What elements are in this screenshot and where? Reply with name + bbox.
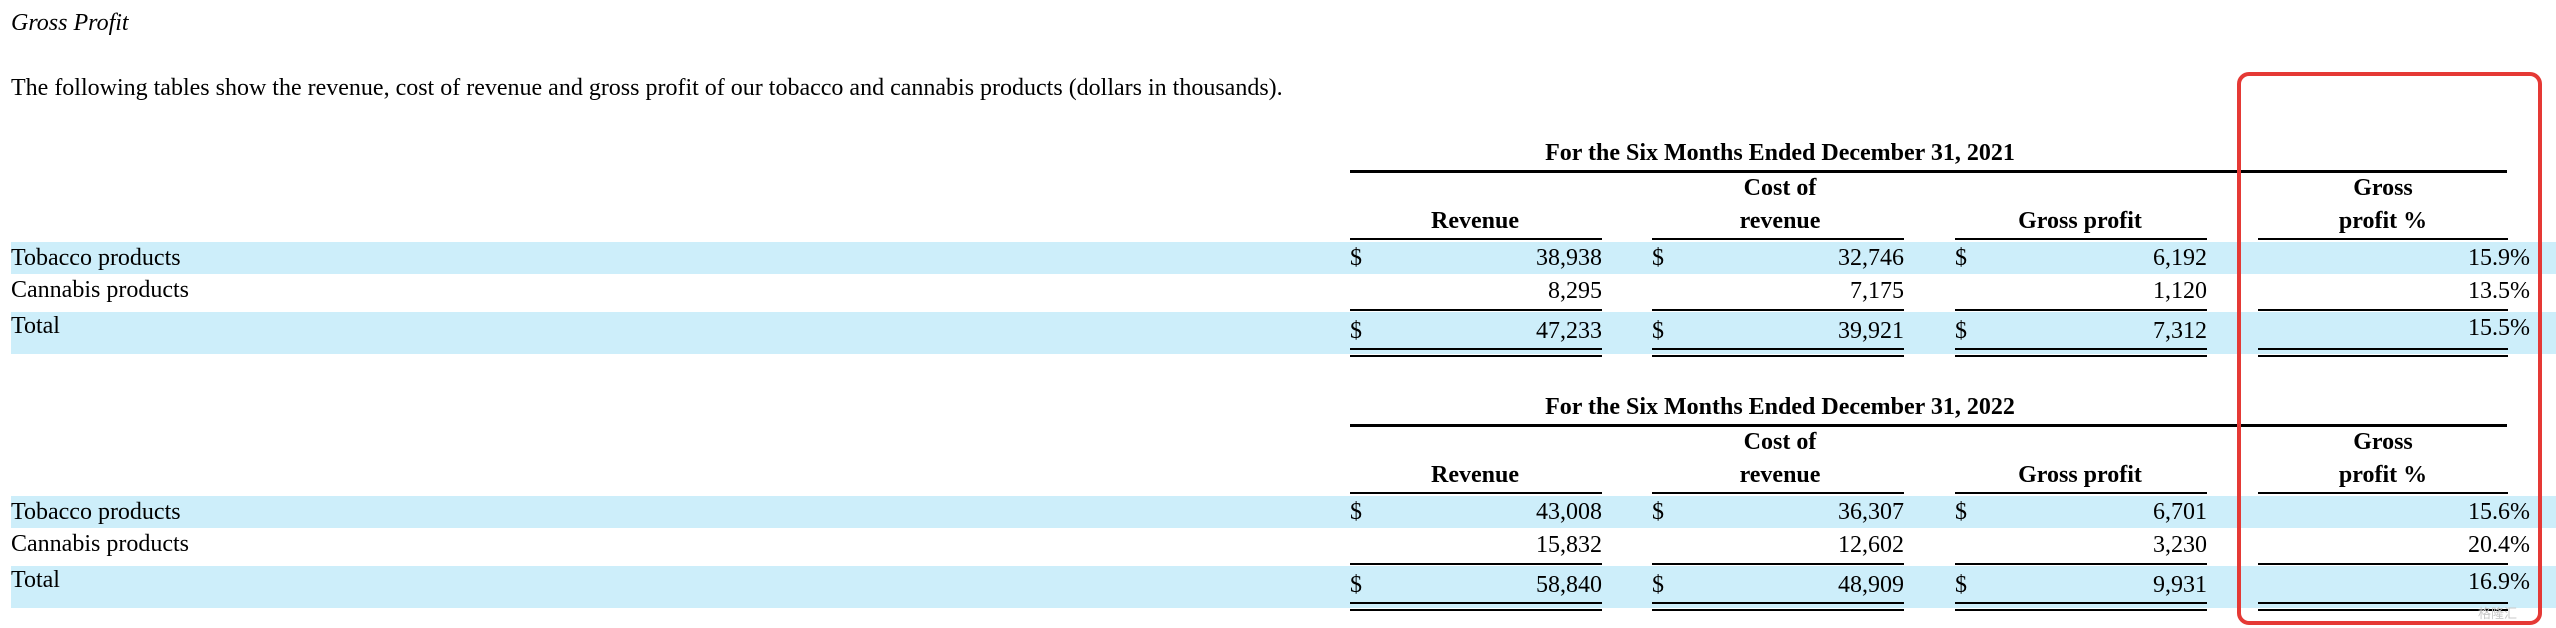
row-label-total: Total (11, 313, 60, 339)
cell-cost: 12,602 (1838, 532, 1904, 558)
cell-gp-pct: 20.4% (2468, 532, 2530, 558)
intro-text: The following tables show the revenue, c… (11, 75, 1283, 101)
col-header-cost-line2: revenue (1739, 208, 1821, 234)
col-rule-cost (1652, 492, 1904, 494)
cell-revenue: 58,840 (1536, 572, 1602, 598)
col-header-gp-pct-line2: profit % (2338, 462, 2428, 488)
col-header-gross-profit: Gross profit (2018, 462, 2142, 488)
total-double-rule (1955, 348, 2207, 357)
header-rule (1350, 170, 2507, 173)
col-header-gp-pct-line1: Gross (2353, 429, 2413, 455)
col-rule-gross-profit (1955, 238, 2207, 240)
subtotal-rule (1652, 309, 1904, 311)
col-header-cost-line1: Cost of (1743, 429, 1817, 455)
row-band (11, 242, 2556, 274)
col-header-revenue: Revenue (1431, 462, 1519, 488)
cell-revenue: 38,938 (1536, 245, 1602, 271)
total-double-rule (1652, 602, 1904, 611)
total-double-rule (2258, 602, 2508, 611)
cell-cost: 36,307 (1838, 499, 1904, 525)
col-header-revenue: Revenue (1431, 208, 1519, 234)
subtotal-rule (1350, 563, 1602, 565)
col-header-cost-line2: revenue (1739, 462, 1821, 488)
subtotal-rule (1350, 309, 1602, 311)
cell-gross-profit: 1,120 (2153, 278, 2207, 304)
subtotal-rule (1652, 563, 1904, 565)
row-label-tobacco: Tobacco products (11, 245, 181, 271)
cell-gross-profit: 6,701 (2153, 499, 2207, 525)
total-double-rule (1955, 602, 2207, 611)
currency-sign: $ (1652, 499, 1664, 525)
currency-sign: $ (1652, 245, 1664, 271)
row-label-cannabis: Cannabis products (11, 277, 189, 303)
cell-gp-pct: 13.5% (2468, 278, 2530, 304)
col-rule-revenue (1350, 238, 1602, 240)
cell-gp-pct: 15.6% (2468, 499, 2530, 525)
currency-sign: $ (1955, 318, 1967, 344)
cell-gross-profit: 6,192 (2153, 245, 2207, 271)
col-rule-revenue (1350, 492, 1602, 494)
cell-cost: 39,921 (1838, 318, 1904, 344)
cell-revenue: 15,832 (1536, 532, 1602, 558)
cell-revenue: 47,233 (1536, 318, 1602, 344)
cell-gross-profit: 9,931 (2153, 572, 2207, 598)
cell-gp-pct: 16.9% (2468, 569, 2530, 595)
currency-sign: $ (1652, 318, 1664, 344)
period-header: For the Six Months Ended December 31, 20… (1545, 394, 2015, 420)
cell-gp-pct: 15.5% (2468, 315, 2530, 341)
col-rule-cost (1652, 238, 1904, 240)
period-header: For the Six Months Ended December 31, 20… (1545, 140, 2015, 166)
currency-sign: $ (1652, 572, 1664, 598)
row-label-total: Total (11, 567, 60, 593)
watermark: 格隆汇 (2478, 607, 2518, 622)
subtotal-rule (2258, 563, 2508, 565)
cell-cost: 32,746 (1838, 245, 1904, 271)
row-band (11, 496, 2556, 528)
row-band (11, 566, 2556, 608)
total-double-rule (1652, 348, 1904, 357)
currency-sign: $ (1955, 499, 1967, 525)
col-header-cost-line1: Cost of (1743, 175, 1817, 201)
col-rule-gp-pct (2258, 492, 2508, 494)
row-label-tobacco: Tobacco products (11, 499, 181, 525)
cell-revenue: 43,008 (1536, 499, 1602, 525)
cell-gp-pct: 15.9% (2468, 245, 2530, 271)
currency-sign: $ (1350, 499, 1362, 525)
cell-gross-profit: 7,312 (2153, 318, 2207, 344)
subtotal-rule (1955, 309, 2207, 311)
header-rule (1350, 424, 2507, 427)
col-rule-gp-pct (2258, 238, 2508, 240)
cell-revenue: 8,295 (1548, 278, 1602, 304)
currency-sign: $ (1955, 572, 1967, 598)
subtotal-rule (1955, 563, 2207, 565)
currency-sign: $ (1350, 572, 1362, 598)
col-header-gp-pct-line1: Gross (2353, 175, 2413, 201)
currency-sign: $ (1350, 318, 1362, 344)
col-header-gross-profit: Gross profit (2018, 208, 2142, 234)
total-double-rule (2258, 348, 2508, 357)
cell-cost: 7,175 (1850, 278, 1904, 304)
section-title: Gross Profit (11, 10, 129, 36)
cell-cost: 48,909 (1838, 572, 1904, 598)
currency-sign: $ (1350, 245, 1362, 271)
row-band (11, 312, 2556, 354)
subtotal-rule (2258, 309, 2508, 311)
col-header-gp-pct-line2: profit % (2338, 208, 2428, 234)
cell-gross-profit: 3,230 (2153, 532, 2207, 558)
gross-profit-pct-highlight (2237, 72, 2542, 625)
total-double-rule (1350, 348, 1602, 357)
currency-sign: $ (1955, 245, 1967, 271)
total-double-rule (1350, 602, 1602, 611)
row-label-cannabis: Cannabis products (11, 531, 189, 557)
col-rule-gross-profit (1955, 492, 2207, 494)
